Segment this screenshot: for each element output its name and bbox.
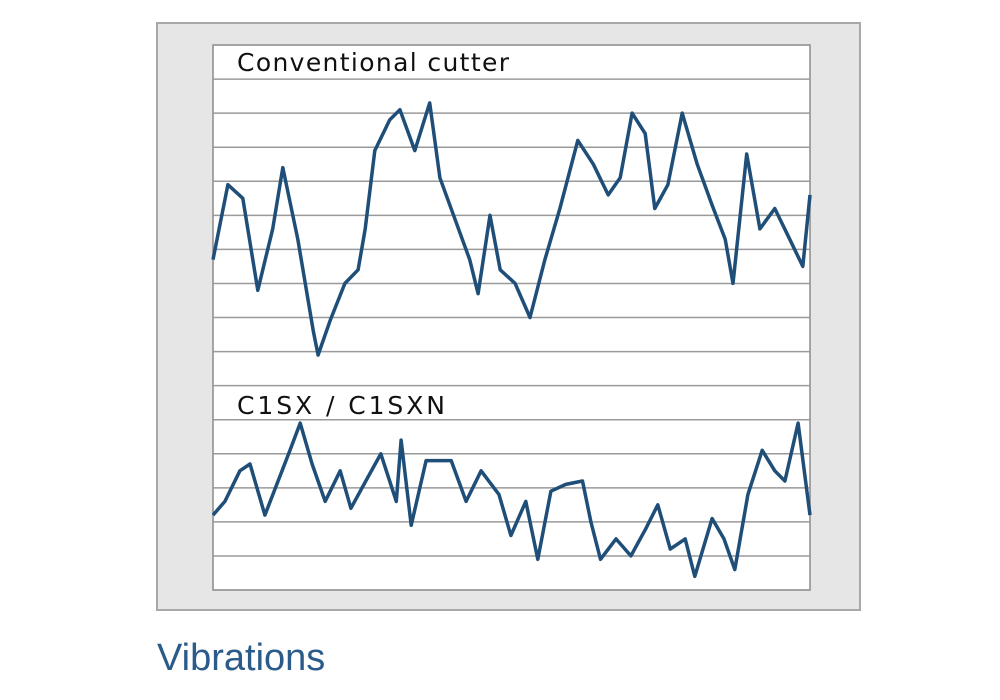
series-line xyxy=(211,421,812,579)
series-label: C1SX / C1SXN xyxy=(237,391,445,420)
series-line xyxy=(211,101,812,357)
series-label: Conventional cutter xyxy=(237,48,510,77)
chart-title: Vibrations xyxy=(157,637,325,679)
